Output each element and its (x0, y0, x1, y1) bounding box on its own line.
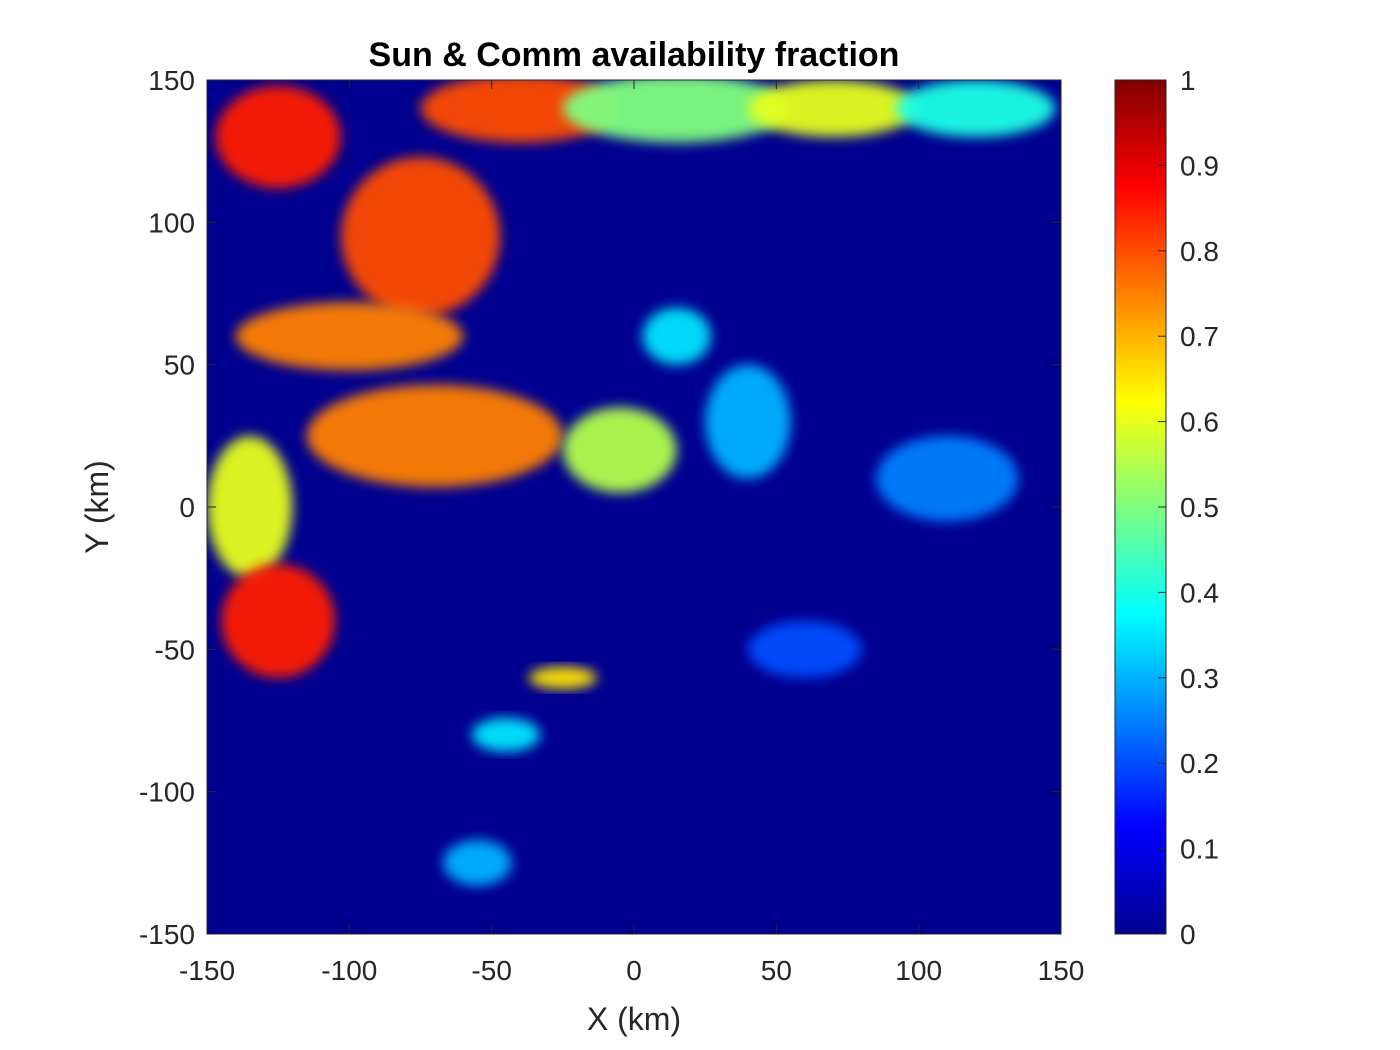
colorbar-tick-label: 0 (1180, 919, 1196, 950)
y-tick-label: 100 (148, 207, 195, 238)
heatmap-region (420, 80, 620, 143)
heatmap-region (705, 364, 791, 479)
y-tick-label: -50 (155, 634, 195, 665)
x-axis-label: X (km) (587, 1001, 681, 1037)
y-tick-label: 0 (179, 492, 195, 523)
heatmap-region (747, 80, 919, 137)
heatmap-region (875, 435, 1019, 522)
heatmap-region (340, 156, 501, 317)
x-tick-label: 100 (895, 955, 942, 986)
x-tick-label: 0 (626, 955, 642, 986)
colorbar-tick-label: 0.2 (1180, 748, 1219, 779)
heatmap-region (562, 80, 791, 143)
colorbar-tick-label: 0.4 (1180, 577, 1219, 608)
heatmap-region (207, 435, 293, 579)
x-tick-label: -50 (471, 955, 511, 986)
y-tick-label: 150 (148, 65, 195, 96)
plot-area (206, 79, 1062, 935)
heatmap-region (562, 407, 677, 493)
y-tick-label: -100 (139, 777, 195, 808)
colorbar-ticks: 1 0.9 0.8 0.7 0.6 0.5 0.4 0.3 0.2 0.1 0 (1158, 65, 1219, 950)
y-tick-label: 50 (164, 350, 195, 381)
y-axis-label: Y (km) (79, 460, 115, 554)
colorbar-gradient (1114, 79, 1167, 935)
chart-title: Sun & Comm availability fraction (369, 36, 900, 74)
colorbar-tick-label: 0.8 (1180, 236, 1219, 267)
colorbar-tick-label: 0.6 (1180, 407, 1219, 438)
heatmap-region (215, 85, 341, 189)
heatmap-region (443, 840, 512, 886)
y-axis-ticks: 150 100 50 0 -50 -100 -150 (139, 65, 1061, 950)
colorbar-tick-label: 0.3 (1180, 663, 1219, 694)
colorbar-tick-label: 1 (1180, 65, 1196, 96)
heatmap-region (895, 80, 1056, 137)
heatmap-regions (207, 80, 1056, 886)
x-tick-label: 50 (761, 955, 792, 986)
colorbar-tick-label: 0.5 (1180, 492, 1219, 523)
x-tick-label: -100 (321, 955, 377, 986)
heatmap-region (306, 384, 563, 488)
x-axis-ticks: -150 -100 -50 0 50 100 150 (179, 80, 1084, 986)
heatmap-region (747, 620, 862, 678)
colorbar-tick-label: 0.1 (1180, 834, 1219, 865)
y-tick-label: -150 (139, 919, 195, 950)
colorbar-tick-label: 0.7 (1180, 321, 1219, 352)
heatmap-region (528, 666, 597, 690)
heatmap-region (642, 307, 711, 365)
x-tick-label: 150 (1038, 955, 1085, 986)
x-tick-label: -150 (179, 955, 235, 986)
heatmap-region (221, 563, 336, 678)
colorbar: 1 0.9 0.8 0.7 0.6 0.5 0.4 0.3 0.2 0.1 0 (1114, 65, 1219, 950)
heatmap-region (235, 302, 464, 371)
heatmap-region (471, 717, 541, 752)
colorbar-tick-label: 0.9 (1180, 150, 1219, 181)
